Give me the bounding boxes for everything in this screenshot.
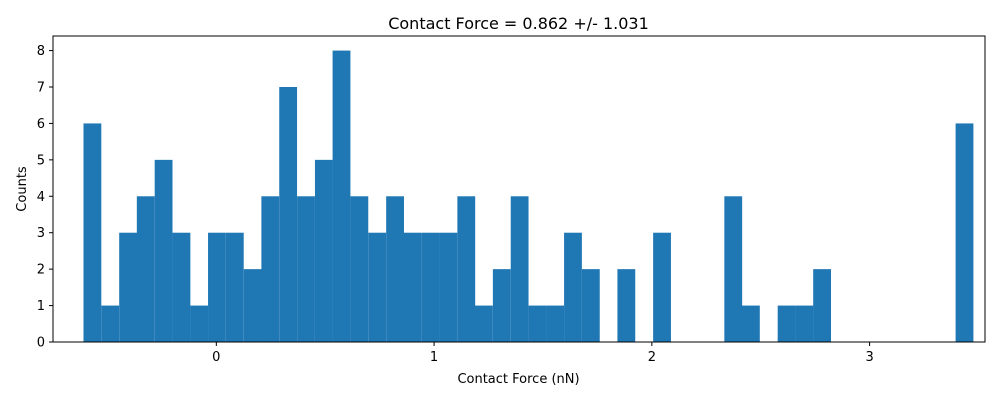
plot-frame [52, 35, 986, 343]
x-axis-ticks: 0 1 2 3 [212, 342, 874, 365]
y-tick-label: 2 [37, 263, 45, 278]
y-tick-label: 6 [37, 117, 45, 132]
histogram-bar [243, 269, 262, 342]
y-tick-label: 7 [37, 81, 45, 96]
histogram-bar [653, 232, 671, 342]
y-tick-label: 3 [37, 226, 45, 241]
histogram-bar [136, 196, 155, 342]
histogram-bar [546, 305, 565, 342]
histogram-bar [83, 123, 102, 342]
histogram-bar [208, 232, 226, 342]
histogram-bar [350, 196, 369, 342]
histogram-bar [172, 232, 191, 342]
histogram-bar [475, 305, 493, 342]
histogram-bar [510, 196, 529, 342]
histogram-bar [386, 196, 404, 342]
y-axis-label: Counts [15, 166, 30, 212]
bars-group [83, 50, 974, 342]
histogram-bar [119, 232, 138, 342]
histogram-bar [741, 305, 760, 342]
histogram-bar [457, 196, 476, 342]
y-tick-label: 1 [37, 299, 45, 314]
histogram-bar [439, 232, 458, 342]
histogram-bar [297, 196, 315, 342]
histogram-bar [190, 305, 208, 342]
histogram-bar [581, 269, 600, 342]
histogram-bar [564, 232, 582, 342]
histogram-bar [795, 305, 814, 342]
histogram-bar [101, 305, 120, 342]
histogram-bar [154, 159, 173, 342]
histogram-bar [403, 232, 422, 342]
histogram-bar [777, 305, 796, 342]
x-tick-label: 0 [212, 350, 220, 365]
y-tick-label: 8 [37, 44, 45, 59]
histogram-bar [955, 123, 974, 342]
histogram-bar [492, 269, 511, 342]
histogram-bar [332, 50, 351, 342]
x-axis-label: Contact Force (nN) [457, 372, 579, 387]
histogram-bar [813, 269, 832, 342]
histogram-bar [421, 232, 440, 342]
x-tick-label: 1 [430, 350, 438, 365]
x-tick-label: 3 [865, 350, 873, 365]
histogram-bar [368, 232, 387, 342]
histogram-bar [225, 232, 244, 342]
histogram-bar [314, 159, 333, 342]
histogram-bar [279, 87, 298, 342]
y-tick-label: 5 [37, 153, 45, 168]
histogram-bar [528, 305, 547, 342]
y-tick-label: 0 [37, 336, 45, 351]
x-tick-label: 2 [648, 350, 656, 365]
histogram-bar [617, 269, 636, 342]
y-axis-ticks: 0 1 2 3 4 5 6 7 8 [37, 44, 53, 351]
histogram-bar [261, 196, 280, 342]
chart-title: Contact Force = 0.862 +/- 1.031 [388, 14, 649, 33]
histogram-bar [724, 196, 743, 342]
y-tick-label: 4 [37, 190, 45, 205]
